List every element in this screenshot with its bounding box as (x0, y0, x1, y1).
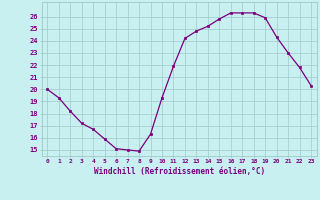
X-axis label: Windchill (Refroidissement éolien,°C): Windchill (Refroidissement éolien,°C) (94, 167, 265, 176)
